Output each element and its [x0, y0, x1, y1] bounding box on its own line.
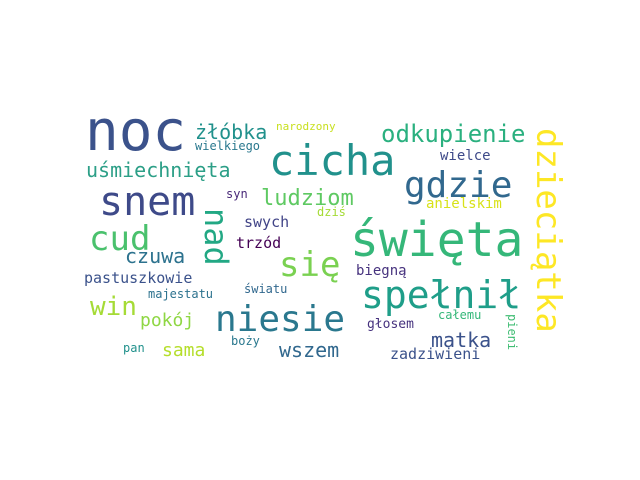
word-swych: swych	[244, 213, 290, 231]
word-pastuszkowie: pastuszkowie	[84, 269, 193, 287]
word-pan: pan	[123, 341, 145, 355]
word-spelnil: spełnił	[361, 273, 522, 317]
word-sie: się	[279, 245, 341, 285]
word-cicha: cicha	[269, 136, 396, 185]
word-zadziwieni: zadziwieni	[390, 345, 481, 363]
word-dzieciatka: dzieciątka	[528, 128, 568, 333]
word-swieta: święta	[350, 212, 524, 268]
word-ludziom: ludziom	[261, 186, 354, 211]
word-niesie: niesie	[215, 299, 346, 340]
word-sama: sama	[162, 340, 206, 361]
word-pokoj: pokój	[140, 310, 195, 331]
word-cud: cud	[89, 219, 151, 259]
word-odkupienie: odkupienie	[381, 120, 526, 148]
word-usmiechnieta: uśmiechnięta	[86, 158, 231, 182]
word-cloud: noc cicha święta snem gdzie cud nad się …	[80, 99, 568, 376]
word-win: win	[90, 292, 137, 322]
word-wielkiego: wielkiego	[195, 139, 261, 153]
word-zlobka: żłóbka	[195, 120, 268, 144]
word-matka: matka	[431, 328, 492, 352]
word-biegna: biegną	[356, 263, 407, 279]
word-swiatu: światu	[244, 282, 288, 296]
word-narodzony: narodzony	[276, 120, 336, 133]
word-wszem: wszem	[279, 338, 340, 362]
word-pieni: pieni	[505, 314, 519, 351]
word-glosem: głosem	[367, 317, 414, 332]
word-calemu: całemu	[438, 308, 482, 322]
word-gdzie: gdzie	[404, 165, 513, 206]
word-noc: noc	[85, 99, 187, 164]
word-dzis: dziś	[317, 205, 346, 219]
word-snem: snem	[99, 179, 196, 225]
word-trzod: trzód	[236, 234, 282, 252]
word-wielce: wielce	[440, 148, 491, 164]
word-bozy: boży	[231, 334, 260, 348]
word-anielskim: anielskim	[426, 196, 502, 212]
word-syn: syn	[226, 187, 248, 201]
word-nad: nad	[197, 208, 235, 266]
word-majestatu: majestatu	[148, 287, 214, 301]
word-czuwa: czuwa	[125, 244, 186, 268]
